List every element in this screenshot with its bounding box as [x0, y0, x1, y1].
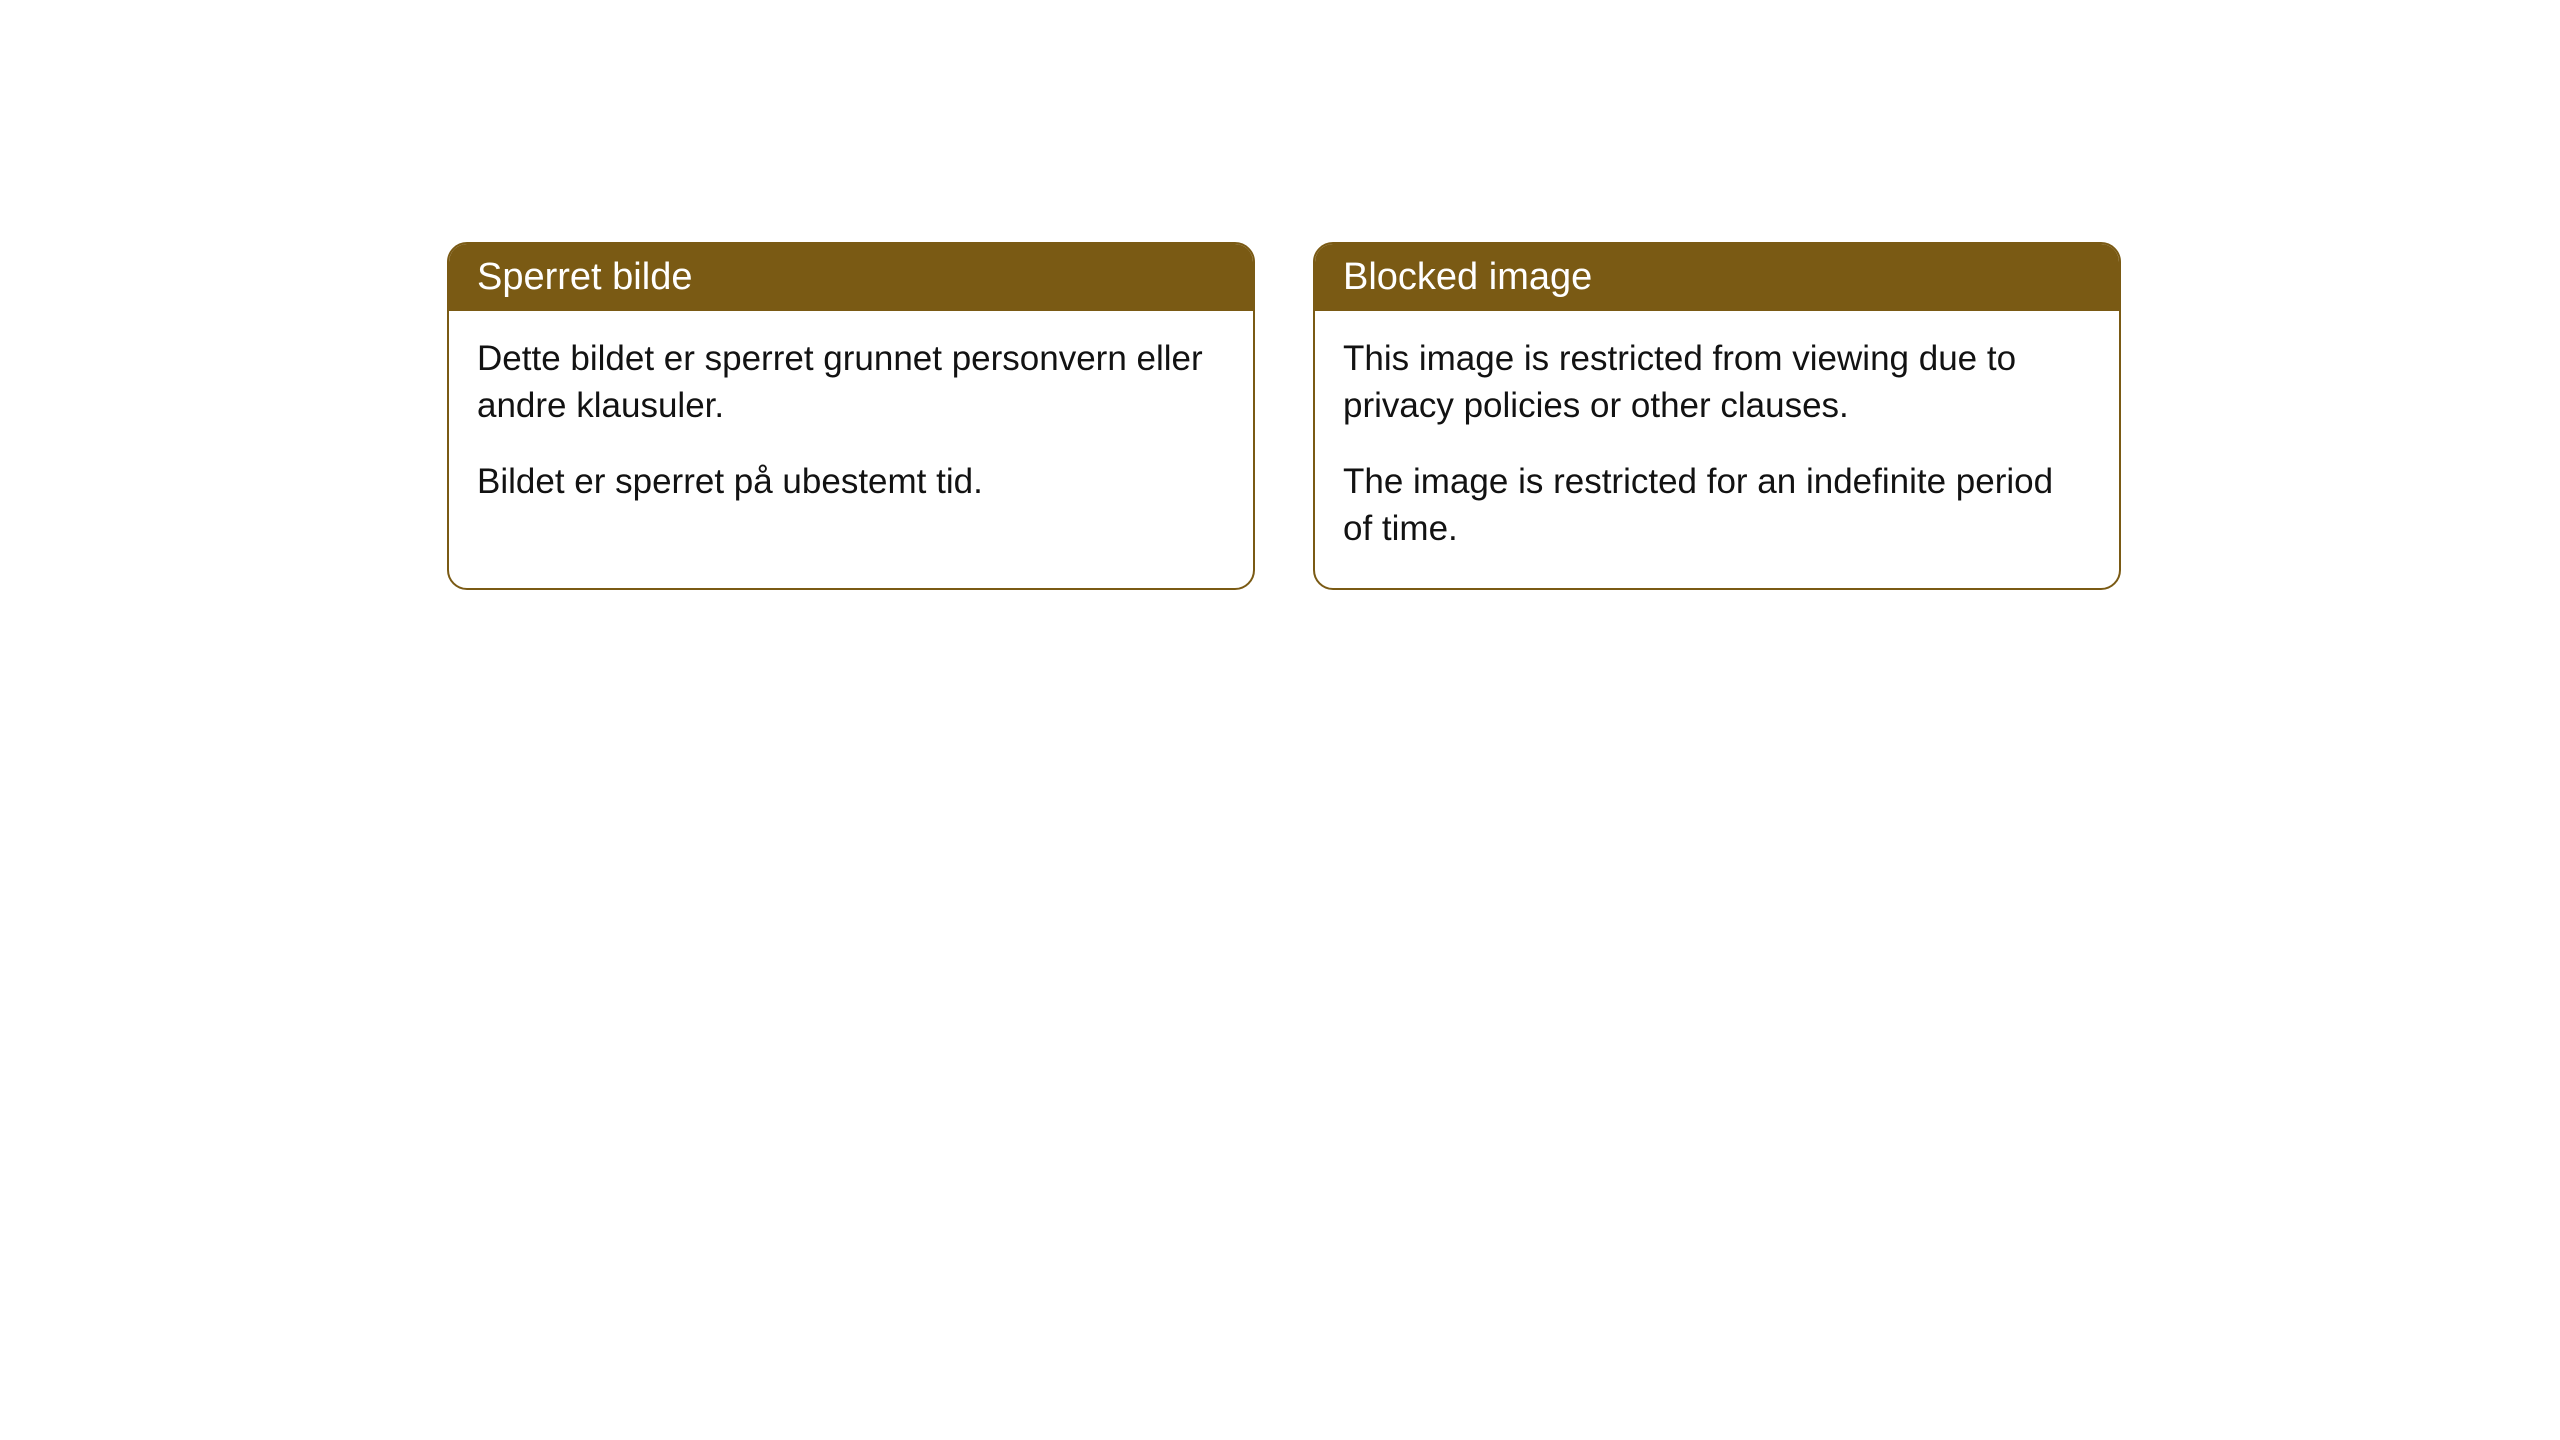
- notice-container: Sperret bilde Dette bildet er sperret gr…: [0, 0, 2560, 590]
- notice-paragraph: Dette bildet er sperret grunnet personve…: [477, 335, 1225, 430]
- notice-card-body: This image is restricted from viewing du…: [1315, 311, 2119, 588]
- notice-card-title: Sperret bilde: [449, 244, 1253, 311]
- notice-card-english: Blocked image This image is restricted f…: [1313, 242, 2121, 590]
- notice-card-norwegian: Sperret bilde Dette bildet er sperret gr…: [447, 242, 1255, 590]
- notice-paragraph: This image is restricted from viewing du…: [1343, 335, 2091, 430]
- notice-card-body: Dette bildet er sperret grunnet personve…: [449, 311, 1253, 541]
- notice-paragraph: The image is restricted for an indefinit…: [1343, 458, 2091, 553]
- notice-card-title: Blocked image: [1315, 244, 2119, 311]
- notice-paragraph: Bildet er sperret på ubestemt tid.: [477, 458, 1225, 505]
